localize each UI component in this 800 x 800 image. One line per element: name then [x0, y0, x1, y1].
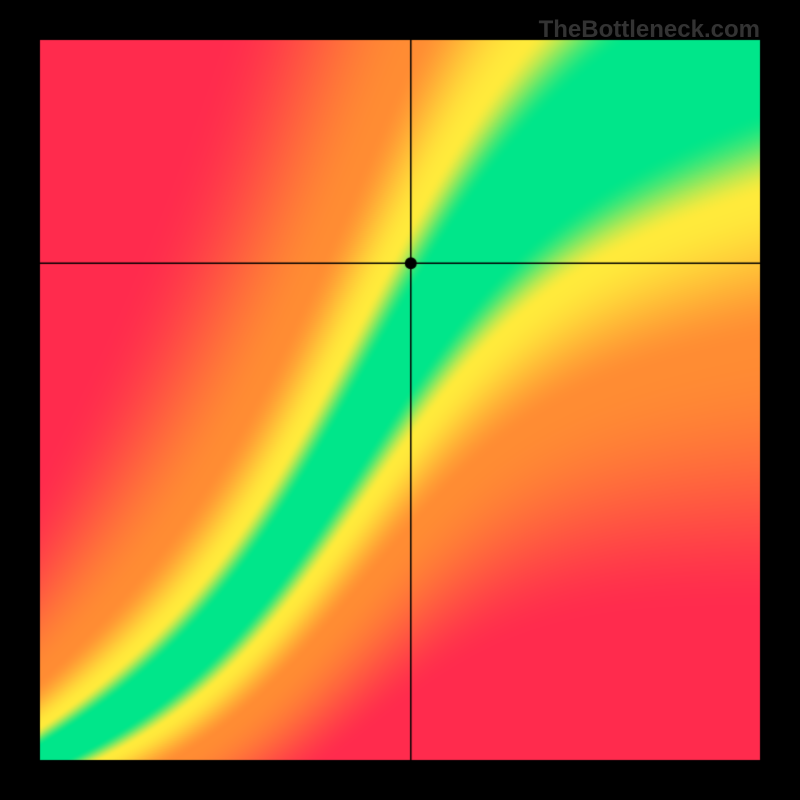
- chart-container: TheBottleneck.com: [0, 0, 800, 800]
- watermark-text: TheBottleneck.com: [539, 16, 760, 44]
- bottleneck-heatmap: [0, 0, 800, 800]
